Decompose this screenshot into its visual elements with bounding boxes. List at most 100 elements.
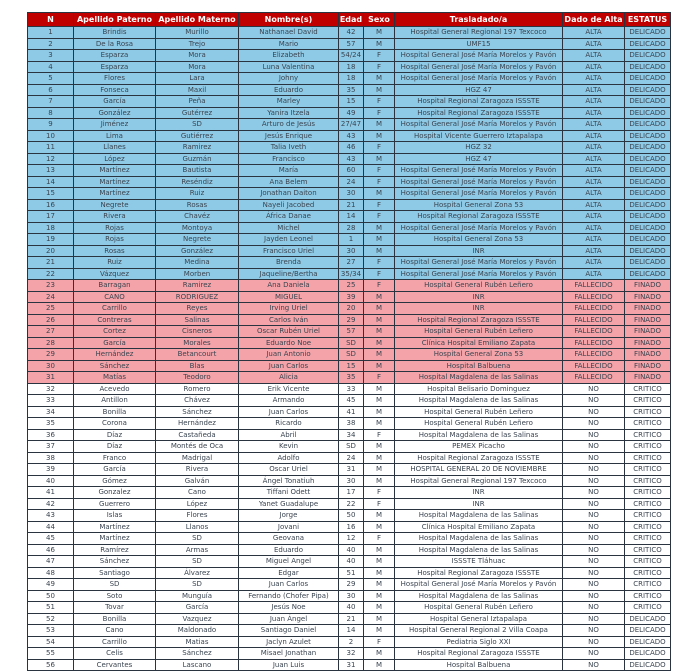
cell-sexo: M bbox=[363, 520, 395, 533]
cell-nombre: Geovana bbox=[238, 532, 339, 545]
cell-apellido-materno: Gutiérrez bbox=[155, 129, 239, 142]
cell-apellido-materno: Gutérrez bbox=[155, 106, 239, 119]
cell-estatus: CRITICO bbox=[624, 394, 671, 407]
cell-trasladado: Hospital Regional Zaragoza ISSSTE bbox=[394, 106, 563, 119]
cell-trasladado: Hospital General Rubén Leñero bbox=[394, 405, 563, 418]
cell-dado-de-alta: FALLECIDO bbox=[562, 371, 625, 384]
cell-n: 26 bbox=[27, 313, 74, 326]
header-sexo: Sexo bbox=[363, 12, 395, 27]
cell-apellido-paterno: Antillon bbox=[73, 394, 156, 407]
cell-apellido-materno: López bbox=[155, 497, 239, 510]
cell-apellido-materno: Cisneros bbox=[155, 325, 239, 338]
cell-apellido-paterno: Martínez bbox=[73, 164, 156, 177]
cell-dado-de-alta: NO bbox=[562, 647, 625, 660]
cell-dado-de-alta: FALLECIDO bbox=[562, 279, 625, 292]
cell-apellido-materno: Sánchez bbox=[155, 405, 239, 418]
cell-n: 35 bbox=[27, 417, 74, 430]
cell-nombre: Jonathan Daiton bbox=[238, 187, 339, 200]
cell-nombre: Carlos Iván bbox=[238, 313, 339, 326]
cell-nombre: Talia Iveth bbox=[238, 141, 339, 154]
cell-dado-de-alta: NO bbox=[562, 497, 625, 510]
cell-n: 3 bbox=[27, 49, 74, 62]
cell-sexo: M bbox=[363, 463, 395, 476]
table-row: 3 Esparza Mora Elizabeth 54/24 F Hospital Gene… bbox=[27, 49, 671, 62]
cell-sexo: M bbox=[363, 37, 395, 50]
cell-n: 21 bbox=[27, 256, 74, 269]
cell-apellido-paterno: Rosas bbox=[73, 244, 156, 257]
cell-dado-de-alta: NO bbox=[562, 486, 625, 499]
cell-edad: 14 bbox=[338, 624, 364, 637]
header-apellido-materno: Apellido Materno bbox=[155, 12, 239, 27]
cell-trasladado: Hospital Regional Zaragoza ISSSTE bbox=[394, 566, 563, 579]
cell-edad: 30 bbox=[338, 474, 364, 487]
cell-estatus: FINADO bbox=[624, 336, 671, 349]
cell-n: 18 bbox=[27, 221, 74, 234]
table-row: 7 García Peña Marley 15 F Hospital Regional Za… bbox=[27, 95, 671, 108]
table-row: 40 Gómez Galván Ángel Tonatiuh 30 M Hospital G… bbox=[27, 474, 671, 487]
cell-apellido-paterno: Bonilla bbox=[73, 405, 156, 418]
cell-estatus: DELICADO bbox=[624, 129, 671, 142]
patients-table: N Apellido Paterno Apellido Materno Nombre(… bbox=[27, 12, 671, 671]
cell-edad: 39 bbox=[338, 290, 364, 303]
cell-n: 53 bbox=[27, 624, 74, 637]
cell-nombre: Elizabeth bbox=[238, 49, 339, 62]
cell-apellido-paterno: Rivera bbox=[73, 210, 156, 223]
cell-trasladado: Hospital General José María Morelos y Pa… bbox=[394, 267, 563, 280]
table-row: 52 Bonilla Vazquez Juan Ángel 21 M Hospital Ge… bbox=[27, 612, 671, 625]
cell-nombre: Nathanael David bbox=[238, 26, 339, 39]
cell-sexo: M bbox=[363, 451, 395, 464]
cell-n: 22 bbox=[27, 267, 74, 280]
cell-n: 36 bbox=[27, 428, 74, 441]
cell-estatus: CRITICO bbox=[624, 428, 671, 441]
cell-apellido-materno: Lara bbox=[155, 72, 239, 85]
cell-apellido-materno: Cano bbox=[155, 486, 239, 499]
cell-trasladado: Hospital Magdalena de las Salinas bbox=[394, 371, 563, 384]
cell-apellido-paterno: Hernández bbox=[73, 348, 156, 361]
table-row: 42 Guerrero López Yanet Guadalupe 22 F INR NO CR… bbox=[27, 497, 671, 510]
cell-apellido-paterno: CANO bbox=[73, 290, 156, 303]
cell-estatus: CRITICO bbox=[624, 382, 671, 395]
header-n: N bbox=[27, 12, 74, 27]
cell-sexo: F bbox=[363, 49, 395, 62]
cell-apellido-paterno: Islas bbox=[73, 509, 156, 522]
cell-apellido-materno: Guzmán bbox=[155, 152, 239, 165]
cell-estatus: DELICADO bbox=[624, 647, 671, 660]
cell-trasladado: HGZ 47 bbox=[394, 83, 563, 96]
cell-nombre: Kevin bbox=[238, 440, 339, 453]
cell-sexo: M bbox=[363, 612, 395, 625]
cell-apellido-materno: Blas bbox=[155, 359, 239, 372]
cell-apellido-paterno: Cortez bbox=[73, 325, 156, 338]
cell-n: 9 bbox=[27, 118, 74, 131]
table-row: 32 Acevedo Romero Erik Vicente 33 M Hospital B… bbox=[27, 382, 671, 395]
table-row: 1 Brindis Murillo Nathanael David 42 M Hospita… bbox=[27, 26, 671, 39]
table-row: 33 Antillon Chávez Armando 45 M Hospital Magda… bbox=[27, 394, 671, 407]
cell-sexo: M bbox=[363, 187, 395, 200]
cell-estatus: CRITICO bbox=[624, 451, 671, 464]
cell-edad: 12 bbox=[338, 532, 364, 545]
cell-estatus: CRITICO bbox=[624, 555, 671, 568]
cell-nombre: Eduardo Noe bbox=[238, 336, 339, 349]
cell-trasladado: Hospital General José María Morelos y Pa… bbox=[394, 578, 563, 591]
cell-estatus: DELICADO bbox=[624, 267, 671, 280]
cell-apellido-paterno: Díaz bbox=[73, 428, 156, 441]
cell-trasladado: Hospital General Rubén Leñero bbox=[394, 325, 563, 338]
cell-sexo: M bbox=[363, 658, 395, 671]
cell-apellido-paterno: Jiménez bbox=[73, 118, 156, 131]
table-row: 2 De la Rosa Trejo Mario 57 M UMF15 ALTA DELICAD… bbox=[27, 37, 671, 50]
cell-apellido-materno: Teodoro bbox=[155, 371, 239, 384]
cell-n: 29 bbox=[27, 348, 74, 361]
cell-nombre: Yanira Itzela bbox=[238, 106, 339, 119]
cell-sexo: F bbox=[363, 279, 395, 292]
cell-edad: 29 bbox=[338, 578, 364, 591]
cell-estatus: FINADO bbox=[624, 313, 671, 326]
cell-apellido-materno: Rosas bbox=[155, 198, 239, 211]
cell-n: 31 bbox=[27, 371, 74, 384]
table-row: 28 García Morales Eduardo Noe SD M Clínica Hos… bbox=[27, 336, 671, 349]
cell-nombre: Jaclyn Azulet bbox=[238, 635, 339, 648]
cell-apellido-paterno: Sánchez bbox=[73, 555, 156, 568]
cell-estatus: CRITICO bbox=[624, 566, 671, 579]
cell-trasladado: Hospital General Rubén Leñero bbox=[394, 601, 563, 614]
cell-dado-de-alta: ALTA bbox=[562, 198, 625, 211]
cell-trasladado: Hospital General Zona 53 bbox=[394, 233, 563, 246]
cell-dado-de-alta: NO bbox=[562, 474, 625, 487]
